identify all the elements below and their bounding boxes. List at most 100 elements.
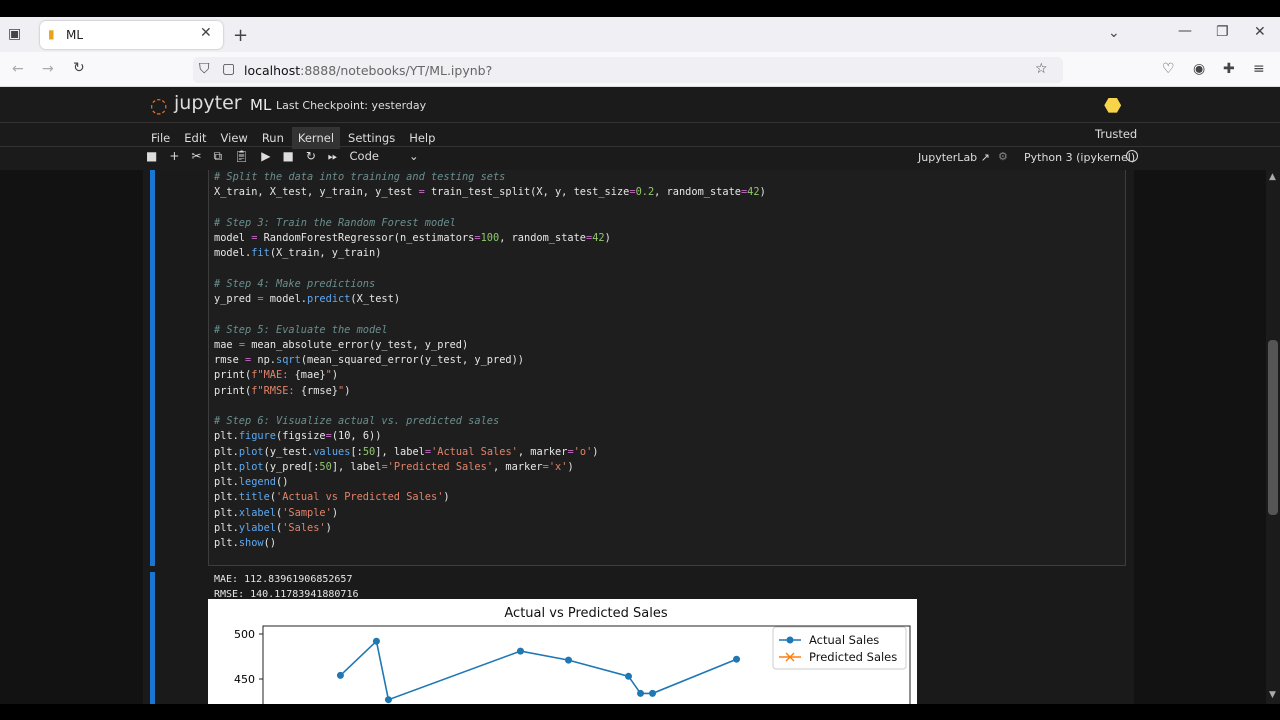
- code-token: predict: [307, 293, 351, 305]
- menu-settings[interactable]: Settings: [348, 131, 396, 145]
- close-window-icon[interactable]: ✕: [1254, 24, 1266, 40]
- run-all-icon[interactable]: ⏩︎: [327, 149, 338, 163]
- copy-icon[interactable]: ⧉: [213, 149, 223, 163]
- code-token: =: [418, 186, 425, 199]
- pocket-icon[interactable]: ♡: [1162, 61, 1175, 77]
- scroll-thumb[interactable]: [1268, 340, 1278, 515]
- scrollbar[interactable]: ▲ ▼: [1266, 170, 1280, 704]
- stop-icon[interactable]: ■: [282, 149, 294, 163]
- kernel-name[interactable]: Python 3 (ipykernel): [1024, 151, 1136, 164]
- code-line: ​plt.show(): [214, 536, 766, 551]
- code-token: ): [325, 521, 332, 534]
- new-tab-icon[interactable]: +: [233, 25, 249, 46]
- jupyter-logo-icon: ◌: [150, 93, 168, 117]
- menu-view[interactable]: View: [220, 131, 248, 145]
- code-line: ​plt.legend(): [214, 475, 766, 490]
- trusted-status[interactable]: Trusted: [1095, 127, 1138, 141]
- cell-output-text: MAE: 112.83961906852657 RMSE: 140.1178394…: [214, 572, 359, 602]
- code-token: (: [276, 506, 283, 519]
- scroll-up-icon: ▲: [1269, 172, 1276, 182]
- jupyterlab-link[interactable]: JupyterLab ↗: [918, 151, 990, 164]
- cut-icon[interactable]: ✂: [191, 149, 202, 163]
- code-token: (mean_squared_error(y_test, y_pred)): [300, 354, 525, 366]
- code-token: (): [276, 476, 289, 488]
- bookmark-star-icon[interactable]: ☆: [1035, 61, 1048, 77]
- code-token: print(: [214, 369, 252, 382]
- close-tab-icon[interactable]: ✕: [200, 25, 212, 41]
- code-line: ​model.fit(X_train, y_train): [214, 246, 766, 261]
- code-line: ​X_train, X_test, y_train, y_test = trai…: [214, 185, 766, 200]
- legend-label: Actual Sales: [809, 633, 879, 647]
- code-token: plt.: [214, 491, 239, 504]
- tab-list-icon[interactable]: ▣: [8, 26, 22, 42]
- code-token: (X_test): [350, 293, 401, 305]
- code-token: ): [567, 460, 574, 473]
- menu-kernel[interactable]: Kernel: [291, 127, 341, 149]
- data-point: [637, 689, 645, 697]
- paste-icon[interactable]: 📋︎: [234, 149, 250, 163]
- code-token: plt.: [214, 445, 239, 458]
- forward-icon[interactable]: →: [42, 61, 54, 77]
- code-cell-input[interactable]: [208, 170, 1126, 566]
- code-token: xlabel: [238, 506, 277, 519]
- insert-cell-icon[interactable]: +: [169, 149, 180, 163]
- minimize-icon[interactable]: —: [1178, 23, 1192, 39]
- code-line: ​print(f"RMSE: {rmse}"): [214, 384, 766, 399]
- menu-icon[interactable]: ≡: [1253, 61, 1265, 77]
- save-icon[interactable]: ■: [146, 149, 158, 163]
- code-line: ​plt.plot(y_pred[:50], label='Predicted …: [214, 460, 766, 475]
- code-token: plt.: [214, 506, 239, 519]
- restore-icon[interactable]: ❐: [1216, 24, 1229, 40]
- mae-output: MAE: 112.83961906852657: [214, 574, 353, 585]
- chart-figure: Actual vs Predicted Sales 500 450 Actual Sa…: [208, 599, 917, 704]
- code-token: model.: [214, 247, 252, 260]
- gear-icon[interactable]: ⚙: [998, 150, 1008, 163]
- back-icon[interactable]: ←: [12, 61, 24, 77]
- menu-run[interactable]: Run: [261, 131, 284, 145]
- output-selection-bar[interactable]: [150, 572, 155, 704]
- jupyter-header: ◌ jupyter ML Last Checkpoint: yesterday …: [0, 87, 1280, 170]
- data-point: [336, 671, 344, 679]
- code-token: values: [313, 445, 351, 458]
- code-token: ], label: [331, 460, 382, 473]
- code-token: X_train, X_test, y_train, y_test: [214, 186, 419, 199]
- restart-icon[interactable]: ↻: [305, 149, 316, 163]
- code-token: mae: [214, 338, 239, 351]
- code-token: plt.: [214, 430, 239, 443]
- code-editor[interactable]: ​ # Split the data into training and test…: [214, 170, 766, 551]
- browser-tab[interactable]: ▮ ML ✕: [40, 21, 223, 49]
- code-token: ": [325, 369, 332, 382]
- code-token: ): [759, 186, 766, 199]
- notebook-name[interactable]: ML: [250, 96, 272, 114]
- code-token: # Step 6: Visualize actual vs. predicted…: [214, 415, 500, 427]
- chart-title: Actual vs Predicted Sales: [504, 606, 667, 621]
- code-token: ): [443, 491, 450, 504]
- menu-edit[interactable]: Edit: [184, 131, 207, 145]
- code-token: plt.: [214, 521, 239, 534]
- reload-icon[interactable]: ↻: [73, 60, 85, 76]
- code-line: ​y_pred = model.predict(X_test): [214, 292, 766, 307]
- code-token: =: [245, 354, 252, 366]
- run-icon[interactable]: ▶: [261, 149, 271, 163]
- address-bar[interactable]: ⛉ ▢ localhost:8888/notebooks/YT/ML.ipynb…: [193, 57, 1063, 83]
- list-all-tabs-icon[interactable]: ⌄: [1108, 25, 1120, 41]
- code-token: mean_absolute_error(y_test, y_pred): [245, 338, 469, 351]
- cell-type-select[interactable]: Code ⌄: [349, 149, 419, 163]
- code-token: , marker: [517, 445, 568, 458]
- menu-file[interactable]: File: [151, 131, 171, 145]
- code-token: =: [251, 232, 258, 244]
- code-token: rmse: [214, 354, 245, 366]
- account-icon[interactable]: ◉: [1193, 61, 1206, 77]
- jupyter-logo-text: jupyter: [174, 92, 242, 114]
- code-token: ): [592, 445, 599, 458]
- code-token: np.: [251, 354, 277, 366]
- code-token: ): [344, 384, 351, 397]
- code-token: model.: [263, 293, 308, 305]
- code-token: , random_state: [654, 186, 741, 199]
- data-point: [649, 689, 657, 697]
- extensions-icon[interactable]: ✚: [1223, 61, 1235, 77]
- legend-label: Predicted Sales: [809, 650, 897, 664]
- code-token: 'Sales': [282, 521, 326, 534]
- code-token: plt.: [214, 476, 239, 488]
- menu-help[interactable]: Help: [409, 131, 436, 145]
